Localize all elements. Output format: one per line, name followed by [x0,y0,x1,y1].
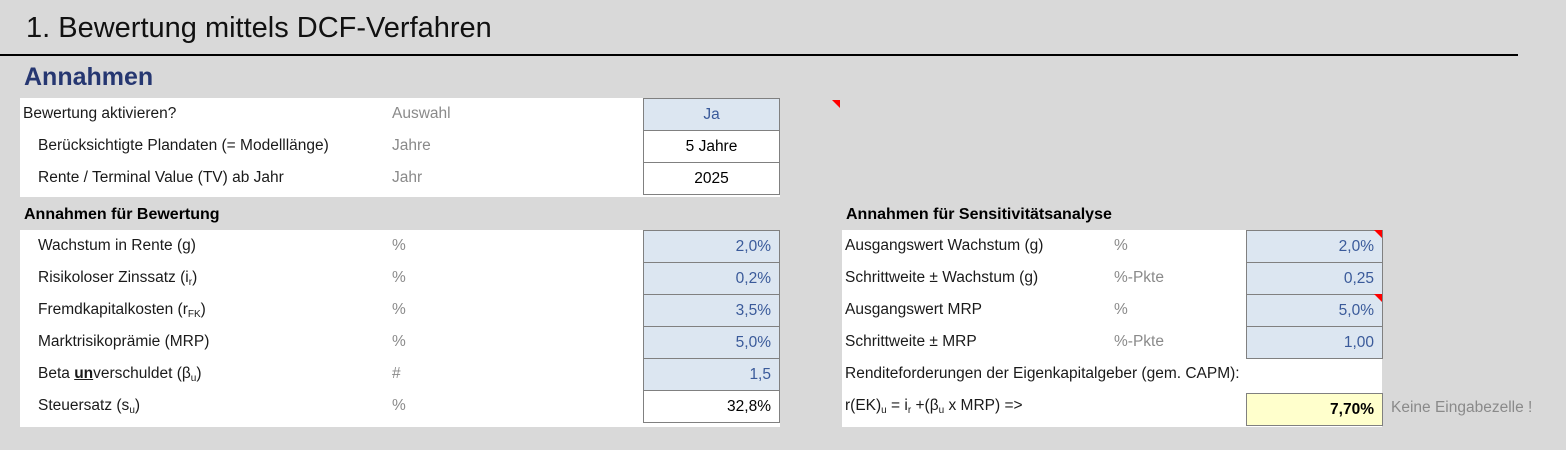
debt-cost-input[interactable]: 3,5% [643,294,780,327]
sensitivity-heading: Annahmen für Sensitivitätsanalyse [846,206,1112,223]
mrp-step-input[interactable]: 1,00 [1246,326,1383,359]
tv-year-cell[interactable]: 2025 [643,162,780,195]
sensitivity-row-growth-step: Schrittweite ± Wachstum (g) %-Pkte [842,262,1242,294]
row-unit: Jahre [392,137,431,154]
valuation-row-debt-cost: Fremdkapitalkosten (rFK) % [20,294,640,326]
activation-row-enable: Bewertung aktivieren? Auswahl [20,98,780,130]
valuation-row-riskfree: Risikoloser Zinssatz (ir) % [20,262,640,294]
valuation-row-beta: Beta unverschuldet (βu) # [20,358,640,390]
row-label: Marktrisikoprämie (MRP) [38,333,210,350]
row-unit: % [392,397,406,414]
capm-formula-row: r(EK)u = ir +(βu x MRP) => [842,390,1242,422]
capm-formula: r(EK)u = ir +(βu x MRP) => [845,397,1023,416]
valuation-row-tax: Steuersatz (su) % [20,390,640,422]
beta-unlevered-input[interactable]: 1,5 [643,358,780,391]
row-label: Ausgangswert Wachstum (g) [845,237,1044,254]
valuation-heading: Annahmen für Bewertung [24,206,220,223]
cost-of-equity-result[interactable]: 7,70% [1246,393,1383,426]
mrp-base-input[interactable]: 5,0% [1246,294,1383,327]
row-label: Beta unverschuldet (βu) [38,365,202,384]
growth-rate-input[interactable]: 2,0% [643,230,780,263]
growth-base-input[interactable]: 2,0% [1246,230,1383,263]
row-unit: % [392,237,406,254]
activation-row-tv-year: Rente / Terminal Value (TV) ab Jahr Jahr [20,162,780,194]
tax-rate-cell[interactable]: 32,8% [643,390,780,423]
growth-step-input[interactable]: 0,25 [1246,262,1383,295]
row-label: Ausgangswert MRP [845,301,982,318]
row-label: Schrittweite ± Wachstum (g) [845,269,1039,286]
mrp-input[interactable]: 5,0% [643,326,780,359]
title-divider [0,54,1518,56]
enable-valuation-select[interactable]: Ja [643,98,780,131]
section-heading-annahmen: Annahmen [24,63,154,91]
valuation-row-mrp: Marktrisikoprämie (MRP) % [20,326,640,358]
sensitivity-row-growth-base: Ausgangswert Wachstum (g) % [842,230,1242,262]
comment-indicator-icon[interactable] [1374,230,1382,238]
riskfree-rate-input[interactable]: 0,2% [643,262,780,295]
row-unit: Jahr [392,169,423,186]
no-input-cell-note: Keine Eingabezelle ! [1391,399,1533,416]
row-unit: %-Pkte [1114,333,1164,350]
sensitivity-row-mrp-step: Schrittweite ± MRP %-Pkte [842,326,1242,358]
row-label: Schrittweite ± MRP [845,333,977,350]
capm-label: Renditeforderungen der Eigenkapitalgeber… [845,365,1240,382]
row-label: Rente / Terminal Value (TV) ab Jahr [38,169,284,186]
row-unit: % [1114,237,1128,254]
plan-years-cell[interactable]: 5 Jahre [643,130,780,163]
row-label: Steuersatz (su) [38,397,141,416]
row-label: Berücksichtigte Plandaten (= Modelllänge… [38,137,329,154]
comment-indicator-icon[interactable] [832,100,840,108]
activation-row-plan-years: Berücksichtigte Plandaten (= Modelllänge… [20,130,780,162]
row-unit: # [392,365,401,382]
capm-label-row: Renditeforderungen der Eigenkapitalgeber… [842,358,1382,390]
row-unit: Auswahl [392,105,451,122]
row-unit: %-Pkte [1114,269,1164,286]
comment-indicator-icon[interactable] [1374,294,1382,302]
row-label: Bewertung aktivieren? [23,105,177,122]
row-label: Fremdkapitalkosten (rFK) [38,301,206,320]
row-label: Risikoloser Zinssatz (ir) [38,269,198,288]
row-unit: % [392,301,406,318]
page-title: 1. Bewertung mittels DCF-Verfahren [26,12,492,44]
row-unit: % [392,269,406,286]
row-unit: % [1114,301,1128,318]
row-label: Wachstum in Rente (g) [38,237,196,254]
sensitivity-row-mrp-base: Ausgangswert MRP % [842,294,1242,326]
valuation-row-growth: Wachstum in Rente (g) % [20,230,640,262]
row-unit: % [392,333,406,350]
